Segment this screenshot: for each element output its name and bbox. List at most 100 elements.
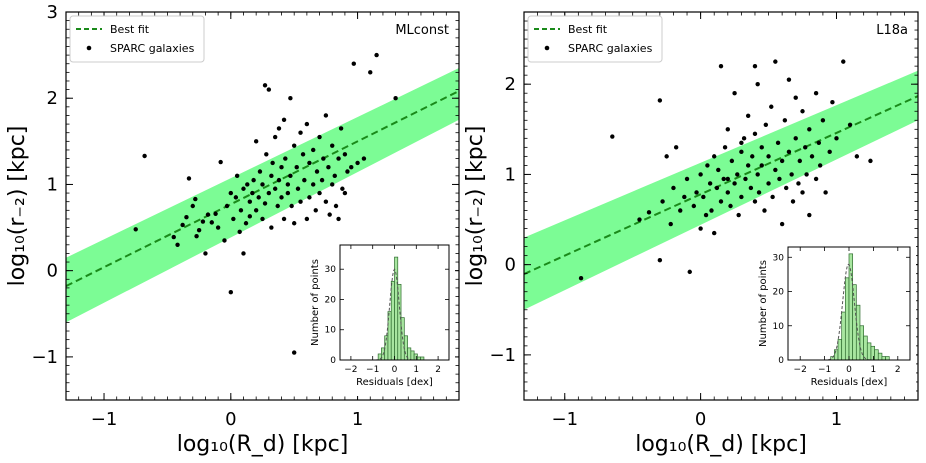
data-point <box>807 127 812 132</box>
data-point <box>323 199 329 204</box>
data-point <box>289 203 294 209</box>
data-point <box>830 100 835 105</box>
data-point <box>262 201 268 206</box>
data-point <box>311 147 316 153</box>
data-point <box>321 156 326 161</box>
data-point <box>262 83 268 88</box>
data-point <box>257 169 263 174</box>
data-point <box>190 203 195 209</box>
data-point <box>664 154 669 159</box>
x-tick-label: −1 <box>551 409 578 430</box>
data-point <box>712 230 717 236</box>
data-point <box>241 186 246 191</box>
data-point <box>773 167 778 173</box>
data-point <box>797 158 802 164</box>
data-point <box>243 221 249 226</box>
plot-frame <box>65 11 460 401</box>
legend-label-best-fit: Best fit <box>568 23 608 36</box>
data-point <box>327 212 332 217</box>
data-point <box>317 134 322 140</box>
data-point <box>762 208 767 213</box>
x-axis-label: log₁₀(R_d) [kpc] <box>177 432 349 457</box>
data-point <box>200 219 206 224</box>
data-point <box>729 158 735 164</box>
data-point <box>285 182 291 187</box>
data-point <box>732 181 737 186</box>
data-point <box>304 216 310 222</box>
data-point <box>269 173 274 179</box>
data-point <box>752 63 758 69</box>
data-point <box>773 59 778 64</box>
data-point <box>660 199 665 204</box>
data-point <box>300 152 306 157</box>
data-point <box>247 199 253 204</box>
inset-x-tick-label: 2 <box>435 365 441 375</box>
data-point <box>323 113 329 118</box>
data-point <box>251 177 256 183</box>
data-point <box>260 216 265 222</box>
x-tick-label: 1 <box>831 409 842 430</box>
inset-x-tick-label: 2 <box>895 365 901 375</box>
y-tick-label: 1 <box>505 164 516 185</box>
data-point <box>142 153 147 159</box>
data-point <box>291 221 297 226</box>
data-point <box>288 96 293 101</box>
data-point <box>735 172 740 177</box>
data-point <box>868 158 873 164</box>
data-point <box>803 145 808 150</box>
data-point <box>186 176 192 181</box>
data-point <box>228 290 234 295</box>
data-point <box>745 163 751 168</box>
data-point <box>283 156 288 161</box>
data-point <box>766 154 771 159</box>
data-point <box>275 203 280 209</box>
data-point <box>796 181 801 186</box>
x-axis-label: log₁₀(R_d) [kpc] <box>635 432 807 457</box>
data-point <box>351 61 356 66</box>
data-point <box>817 163 823 168</box>
plot-frame <box>523 11 919 401</box>
inset-y-tick-label: 0 <box>778 356 784 366</box>
data-point <box>671 185 676 191</box>
data-point <box>703 212 709 218</box>
data-point <box>330 143 335 148</box>
best-fit-line <box>66 90 459 287</box>
data-point <box>691 203 697 209</box>
y-tick-label: 2 <box>505 74 516 95</box>
data-point <box>304 121 310 127</box>
data-point <box>752 131 758 137</box>
histogram-bar <box>874 349 879 361</box>
y-tick-label: −1 <box>31 347 58 368</box>
data-point <box>743 176 748 182</box>
x-tick-label: 0 <box>225 409 236 430</box>
data-point <box>294 165 299 170</box>
chart-panel-1: −1 0 1 −1 0 1 2 3 log₁₀(R_d) [kpc] log₁₀(r₋₂) [kp… <box>5 2 460 457</box>
histogram-bar <box>841 311 846 361</box>
histogram-bar <box>855 304 861 361</box>
histogram-bar <box>877 352 883 361</box>
data-point <box>196 227 202 233</box>
confidence-band <box>524 70 918 310</box>
data-point <box>332 173 337 179</box>
data-point <box>756 190 762 195</box>
data-point <box>288 173 293 179</box>
data-point <box>678 208 683 213</box>
data-point <box>269 225 274 230</box>
data-point <box>637 217 642 222</box>
data-point <box>260 182 265 187</box>
data-point <box>718 199 724 204</box>
data-point <box>786 77 792 82</box>
data-point <box>827 149 832 155</box>
data-point <box>741 136 747 141</box>
inset-x-axis-label: Residuals [dex] <box>811 377 888 388</box>
histogram-bar <box>377 353 382 361</box>
data-point <box>233 195 239 200</box>
histogram-bar <box>885 356 890 361</box>
data-point <box>266 87 272 92</box>
inset-x-axis-label: Residuals [dex] <box>356 377 433 388</box>
histogram-bar <box>852 284 857 361</box>
inset-x-tick-label: −1 <box>366 365 379 375</box>
inset-y-tick-label: 30 <box>773 253 785 263</box>
data-point <box>841 59 846 64</box>
data-point <box>291 143 297 148</box>
